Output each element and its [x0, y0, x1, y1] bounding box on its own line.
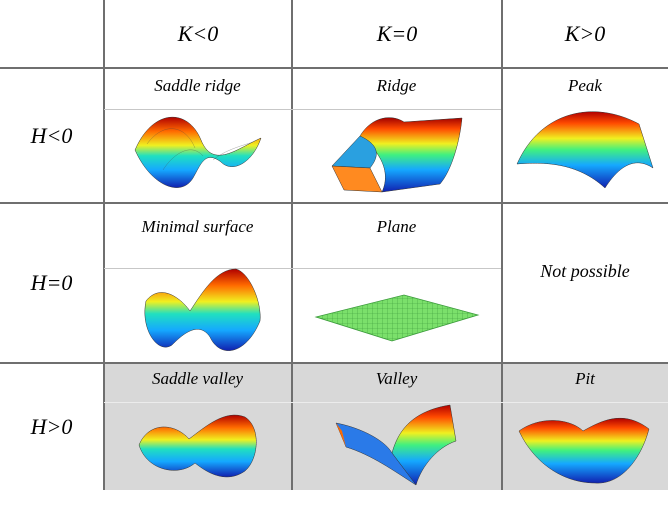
cell-label: Ridge [376, 76, 417, 95]
cell-valley: Valley [292, 363, 501, 490]
grid-line-h3 [0, 362, 668, 364]
cell-pit: Pit [502, 363, 668, 490]
plane-surface-icon [314, 294, 479, 342]
cell-label: Saddle ridge [154, 76, 241, 95]
cell-label: Minimal surface [141, 217, 254, 236]
grid-line-v3 [501, 0, 503, 490]
peak-surface-icon [516, 111, 654, 189]
row-header-h-positive: H>0 [30, 413, 73, 439]
label-separator [104, 109, 501, 110]
cell-peak: Peak [502, 68, 668, 202]
grid-line-h1 [0, 67, 668, 69]
saddle-ridge-surface-icon [134, 116, 261, 188]
saddle-valley-surface-icon [138, 414, 256, 478]
ridge-surface-icon [330, 117, 462, 193]
cell-minimal-surface: Minimal surface [104, 203, 291, 362]
column-header-k-negative: K<0 [177, 21, 219, 46]
cell-saddle-valley: Saddle valley [104, 363, 291, 490]
cell-label: Pit [575, 369, 595, 388]
label-separator [104, 402, 668, 403]
cell-not-possible: Not possible [502, 203, 668, 362]
cell-label: Peak [568, 76, 602, 95]
grid-line-v1 [103, 0, 105, 490]
cell-ridge: Ridge [292, 68, 501, 202]
cell-label: Valley [375, 369, 418, 388]
pit-surface-icon [518, 418, 650, 484]
label-separator [104, 268, 501, 269]
minimal-surface-icon [144, 268, 260, 351]
column-header-k-positive: K>0 [564, 21, 606, 46]
cell-label: Not possible [540, 261, 630, 281]
cell-label: Saddle valley [151, 369, 244, 388]
cell-saddle-ridge: Saddle ridge [104, 68, 291, 202]
grid-line-v2 [291, 0, 293, 490]
row-header-h-negative: H<0 [30, 122, 73, 148]
grid-line-h2 [0, 202, 668, 204]
cell-plane: Plane [292, 203, 501, 362]
cell-label: Plane [376, 217, 417, 236]
row-header-h-zero: H=0 [30, 270, 73, 295]
column-header-k-zero: K=0 [376, 21, 418, 46]
valley-surface-icon [335, 404, 456, 486]
